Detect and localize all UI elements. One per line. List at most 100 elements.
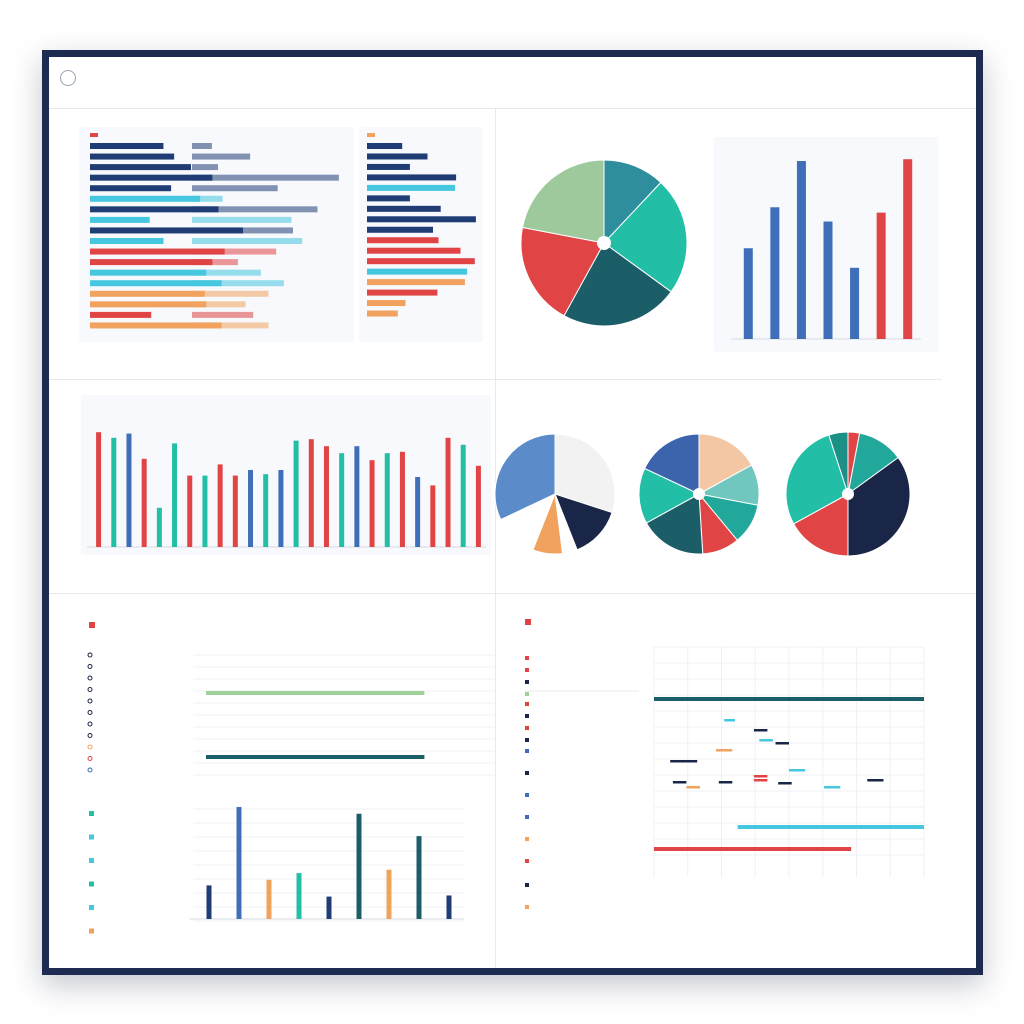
gantt-2-marker-16 (525, 905, 529, 909)
bar-a-primary-12 (90, 259, 213, 266)
bar-b-16 (367, 300, 406, 307)
gantt-2-marker-15 (525, 883, 529, 887)
list-marker-7 (87, 721, 93, 727)
panel-title-icon (89, 622, 95, 628)
gantt-2-bar-3 (759, 739, 773, 742)
column-2 (770, 207, 780, 339)
gantt-2-marker-7 (525, 726, 529, 730)
bar-a-secondary-5 (192, 185, 278, 192)
list-marker-3 (87, 675, 93, 681)
column-24 (445, 437, 451, 547)
gantt-2-bar-11 (686, 786, 700, 789)
list-marker-1 (87, 652, 93, 658)
chart-a-legend-icon (90, 133, 98, 137)
column-4 (823, 221, 833, 339)
column-15 (308, 439, 314, 547)
gantt-2-marker-2 (525, 668, 529, 672)
dashboard-canvas (49, 57, 976, 968)
pie-slice-6 (828, 431, 849, 495)
gantt-2-bar-4 (753, 729, 768, 732)
column-19 (369, 460, 375, 547)
list-marker-6 (87, 710, 93, 715)
bar-a-primary-11 (90, 248, 225, 255)
column-9 (446, 895, 452, 919)
pie-slice-5 (645, 493, 704, 555)
bar-b-14 (367, 279, 465, 286)
gantt-2-bar-12 (718, 781, 733, 784)
gantt-chart-1 (206, 691, 425, 759)
bar-a-primary-16 (90, 301, 207, 308)
pie-center-dot (693, 488, 705, 500)
bar-a-primary-15 (90, 290, 205, 297)
bar-a-secondary-10 (192, 238, 303, 244)
column-5 (326, 896, 332, 919)
column-5 (850, 267, 860, 339)
bar-a-secondary-7 (192, 206, 318, 213)
gantt-2-marker-4 (525, 692, 529, 696)
column-8 (202, 475, 208, 547)
column-5 (156, 507, 162, 547)
gantt-2-marker-12 (525, 815, 529, 819)
bar-a-secondary-17 (192, 311, 254, 318)
column-22 (415, 477, 421, 547)
column-8 (416, 836, 422, 919)
bar-a-primary-14 (90, 280, 222, 287)
column-3 (796, 161, 806, 339)
gantt-2-bar-5 (716, 749, 733, 752)
pie-slice-1 (698, 433, 753, 495)
legend-swatch-6 (89, 928, 94, 934)
chart-card-1 (79, 127, 354, 342)
gantt-2-bar-17 (737, 825, 924, 829)
vbar-3-chart (190, 807, 464, 920)
bar-a-primary-4 (90, 174, 213, 181)
legend-swatch-1 (89, 811, 94, 816)
gantt-2-marker-9 (525, 749, 529, 753)
gantt-2-marker-8 (525, 738, 529, 742)
pie-slice-6 (638, 467, 701, 524)
bar-a-secondary-13 (192, 269, 261, 276)
column-25 (460, 444, 466, 547)
column-4 (296, 873, 302, 919)
pie-slice-5 (521, 159, 605, 244)
column-16 (323, 446, 329, 547)
logo-icon (60, 70, 76, 86)
column-17 (339, 453, 345, 547)
bar-a-primary-3 (90, 164, 191, 171)
column-10 (232, 475, 238, 547)
pie-slice-3 (563, 242, 672, 327)
gantt-bar-1 (206, 691, 425, 695)
legend-swatch-3 (89, 858, 94, 863)
column-23 (430, 485, 436, 547)
vbar-2-chart (87, 432, 486, 548)
gantt-2-marker-3 (525, 680, 529, 684)
gantt-2-marker-10 (525, 771, 529, 775)
legend-swatch-5 (89, 905, 94, 910)
bar-b-6 (367, 195, 410, 202)
bar-a-primary-17 (90, 311, 152, 318)
gantt-2-marker-11 (525, 793, 529, 797)
pie-slice-7 (644, 433, 700, 495)
dashboard-header (49, 57, 976, 109)
bar-b-2 (367, 153, 428, 160)
column-6 (356, 813, 362, 919)
column-3 (126, 433, 132, 547)
gantt-2-marker-5 (525, 702, 529, 706)
pie-slice-4 (792, 493, 849, 557)
gantt-2-bar-2 (724, 719, 735, 722)
bar-b-15 (367, 289, 438, 296)
bar-b-4 (367, 174, 457, 181)
grid-divider-row-2 (49, 593, 976, 594)
bar-a-primary-7 (90, 206, 219, 213)
column-26 (475, 465, 481, 547)
gantt-2-bar-10 (672, 781, 687, 784)
bar-a-primary-5 (90, 185, 172, 192)
pie-slice-4 (520, 226, 605, 317)
hbar-chart-b (367, 133, 476, 317)
bar-a-secondary-14 (192, 280, 284, 287)
bar-a-primary-6 (90, 195, 201, 202)
gantt-2-bar-6 (775, 742, 789, 745)
gantt-2-bar-14 (778, 782, 792, 785)
bar-b-7 (367, 205, 441, 212)
pie-1-chart (520, 159, 688, 327)
grid-divider-row-1 (49, 379, 942, 380)
